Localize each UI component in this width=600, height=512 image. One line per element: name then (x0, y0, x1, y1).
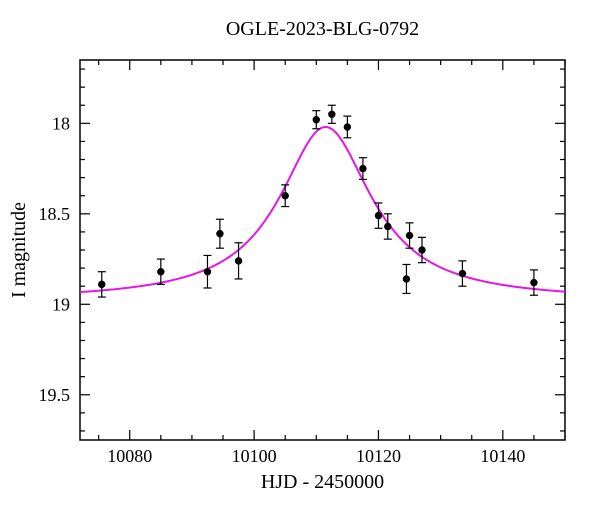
data-point (360, 165, 366, 171)
data-point (419, 247, 425, 253)
light-curve-chart: OGLE-2023-BLG-0792 10080 10100 10120 10140 18… (0, 0, 600, 512)
data-point (329, 111, 335, 117)
data-point (375, 212, 381, 218)
data-point (282, 193, 288, 199)
data-point (217, 231, 223, 237)
data-point (235, 258, 241, 264)
data-point (385, 223, 391, 229)
data-point (204, 269, 210, 275)
data-point (158, 269, 164, 275)
y-tick-label: 19.5 (39, 385, 71, 405)
chart-container: OGLE-2023-BLG-0792 10080 10100 10120 10140 18… (0, 0, 600, 512)
data-point (406, 232, 412, 238)
y-tick-label: 18 (52, 113, 70, 133)
data-point (459, 270, 465, 276)
y-tick-label: 19 (52, 294, 70, 314)
data-point (531, 279, 537, 285)
data-point (99, 281, 105, 287)
x-tick-label: 10140 (480, 446, 525, 466)
data-point (403, 276, 409, 282)
plot-area (80, 60, 565, 440)
x-tick-label: 10100 (232, 446, 277, 466)
data-point (313, 117, 319, 123)
model-curve (80, 127, 565, 292)
x-tick-label: 10080 (107, 446, 152, 466)
y-tick-label: 18.5 (39, 204, 71, 224)
chart-title: OGLE-2023-BLG-0792 (226, 18, 419, 40)
x-axis-label: HJD - 2450000 (261, 471, 384, 493)
data-point (344, 124, 350, 130)
x-tick-label: 10120 (356, 446, 401, 466)
y-axis-label: I magnitude (8, 202, 30, 298)
